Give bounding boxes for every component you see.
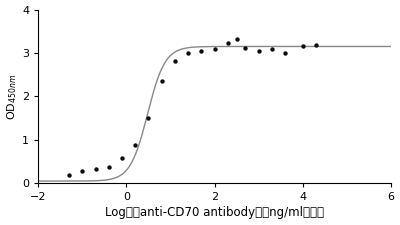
Point	[256, 49, 262, 53]
Point	[172, 59, 178, 63]
Point	[225, 42, 231, 45]
X-axis label: Log　（anti-CD70 antibody　（ng/ml）　）: Log （anti-CD70 antibody （ng/ml） ）	[105, 207, 324, 219]
Point	[198, 49, 204, 53]
Y-axis label: OD$_{450nm}$: OD$_{450nm}$	[6, 73, 19, 119]
Point	[158, 79, 165, 83]
Point	[106, 165, 112, 169]
Point	[185, 51, 191, 55]
Point	[79, 169, 86, 173]
Point	[269, 47, 275, 50]
Point	[66, 174, 72, 177]
Point	[212, 47, 218, 50]
Point	[132, 143, 138, 147]
Point	[92, 168, 99, 171]
Point	[119, 156, 125, 160]
Point	[282, 51, 288, 55]
Point	[300, 45, 306, 48]
Point	[313, 43, 319, 47]
Point	[242, 46, 249, 50]
Point	[145, 116, 152, 120]
Point	[234, 37, 240, 41]
